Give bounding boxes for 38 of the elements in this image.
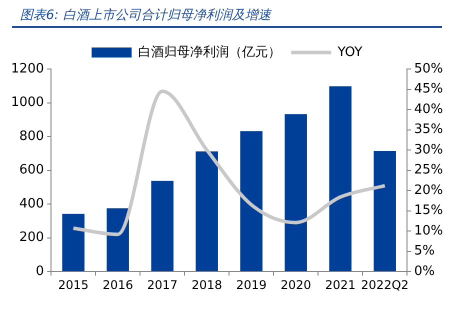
y2-tick-label: 0% <box>414 264 435 279</box>
y-tick-label: 200 <box>19 230 44 246</box>
bar <box>284 114 307 272</box>
y2-tick-label: 20% <box>414 182 444 198</box>
chart-title: 图表6: 白酒上市公司合计归母净利润及增速 <box>12 4 442 28</box>
legend-label: YOY <box>336 44 362 60</box>
x-tick-label: 2018 <box>192 278 222 292</box>
bar <box>196 151 218 272</box>
x-tick-label: 2022Q2 <box>361 278 409 292</box>
bar <box>329 86 352 272</box>
y-tick-label: 400 <box>19 196 44 212</box>
bar <box>151 180 174 272</box>
x-tick-label: 2017 <box>147 278 178 292</box>
y-tick-label: 600 <box>19 162 44 178</box>
bar <box>62 214 84 272</box>
bar <box>374 151 396 272</box>
y2-tick-label: 25% <box>414 162 444 178</box>
y-tick-label: 800 <box>19 128 44 144</box>
y2-tick-label: 40% <box>414 102 444 117</box>
x-tick-label: 2020 <box>280 278 312 292</box>
x-tick-label: 2021 <box>325 278 356 292</box>
y-tick-label: 1000 <box>10 95 44 110</box>
legend-label: 白酒归母净利润（亿元） <box>138 44 282 60</box>
line-series <box>72 90 387 236</box>
bar <box>106 208 129 272</box>
bar <box>240 131 262 272</box>
x-tick-label: 2019 <box>236 278 267 292</box>
y2-tick-label: 35% <box>414 122 444 138</box>
y2-tick-label: 50% <box>414 61 444 76</box>
y2-tick-label: 10% <box>414 223 444 238</box>
y2-tick-label: 45% <box>414 82 444 97</box>
x-tick-label: 2016 <box>102 278 134 292</box>
y2-tick-label: 30% <box>414 142 444 158</box>
y2-tick-label: 5% <box>414 244 435 259</box>
y-tick-label: 1200 <box>10 61 44 76</box>
x-tick-label: 2015 <box>58 278 89 292</box>
y-tick-label: 0 <box>36 264 44 279</box>
y2-tick-label: 15% <box>414 203 444 218</box>
